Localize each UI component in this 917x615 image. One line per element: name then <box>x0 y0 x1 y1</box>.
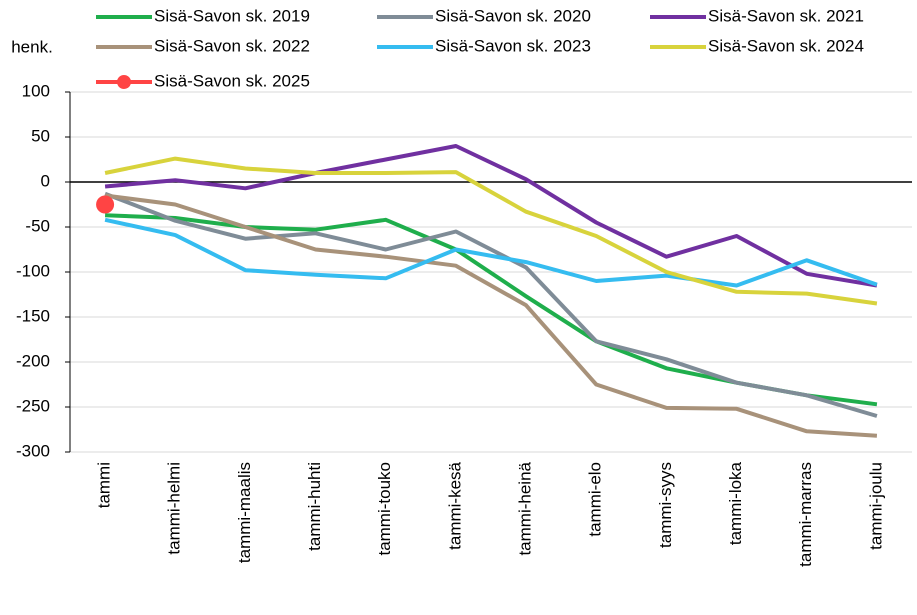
y-tick-label: -150 <box>16 306 50 325</box>
x-tick-label: tammi <box>95 462 114 508</box>
legend-label: Sisä-Savon sk. 2020 <box>435 6 591 25</box>
x-tick-label: tammi-elo <box>586 462 605 537</box>
x-tick-label: tammi-loka <box>726 461 745 545</box>
y-tick-label: 100 <box>22 81 50 100</box>
legend-marker <box>117 75 131 89</box>
series-line <box>104 217 878 288</box>
y-tick-label: -250 <box>16 396 50 415</box>
series-line <box>104 191 878 418</box>
legend-label: Sisä-Savon sk. 2023 <box>435 36 591 55</box>
y-tick-label: -300 <box>16 441 50 460</box>
y-unit-label: henk. <box>11 37 53 56</box>
series-line <box>104 144 878 288</box>
x-tick-label: tammi-touko <box>375 462 394 556</box>
x-tick-label: tammi-joulu <box>866 462 885 550</box>
x-tick-label: tammi-marras <box>796 462 815 567</box>
legend-label: Sisä-Savon sk. 2019 <box>154 6 310 25</box>
series-marker <box>96 195 115 214</box>
legend-label: Sisä-Savon sk. 2024 <box>708 36 864 55</box>
legend-label: Sisä-Savon sk. 2022 <box>154 36 310 55</box>
y-tick-label: -50 <box>25 216 50 235</box>
series-line <box>105 213 878 407</box>
series-line <box>104 193 878 438</box>
x-tick-label: tammi-heinä <box>516 461 535 555</box>
y-tick-label: 0 <box>41 171 50 190</box>
x-tick-label: tammi-syys <box>656 462 675 548</box>
series-line <box>104 156 878 306</box>
x-tick-label: tammi-huhti <box>305 462 324 551</box>
y-tick-label: 50 <box>31 126 50 145</box>
legend-label: Sisä-Savon sk. 2021 <box>708 6 864 25</box>
x-tick-label: tammi-helmi <box>165 462 184 555</box>
y-tick-label: -200 <box>16 351 50 370</box>
legend-label: Sisä-Savon sk. 2025 <box>154 71 310 90</box>
y-tick-label: -100 <box>16 261 50 280</box>
x-tick-label: tammi-kesä <box>445 461 464 549</box>
x-tick-label: tammi-maalis <box>235 462 254 563</box>
